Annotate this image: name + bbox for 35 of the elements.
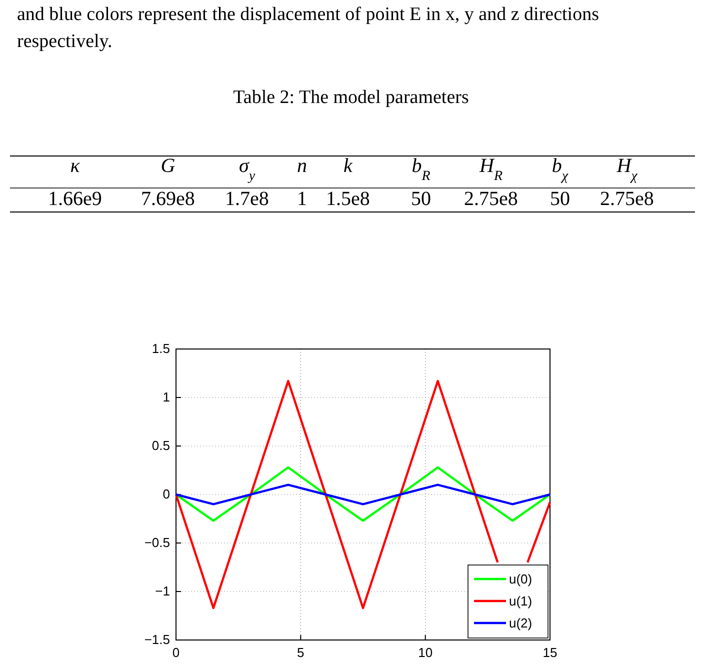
category-label: G	[160, 155, 176, 177]
text: 7.69e8	[141, 188, 195, 210]
text: respectively.	[17, 31, 112, 52]
y-tick-label: −1	[155, 584, 170, 599]
text: 1	[297, 188, 307, 210]
y-tick-label: 1	[162, 390, 170, 405]
text: 1.5e8	[326, 188, 370, 210]
y-tick-label: 1.5	[152, 341, 170, 356]
legend-label: u(0)	[509, 572, 532, 586]
text: and blue colors represent the displacement of point E in x, y and z directions	[17, 4, 599, 25]
text: 50	[550, 188, 570, 210]
category-label: k	[344, 155, 354, 177]
y-tick-label: −1.5	[144, 632, 170, 648]
x-tick-label: 5	[297, 645, 304, 660]
text: 50	[411, 188, 431, 210]
legend-label: u(1)	[509, 594, 532, 608]
category-label: κ	[70, 155, 80, 177]
legend-label: u(2)	[509, 616, 532, 630]
category-label: H$_{χ}$	[616, 155, 638, 184]
y-tick-label: 0.5	[152, 438, 170, 454]
y-tick-label: −0.5	[144, 535, 170, 550]
y-tick-label: 0	[162, 486, 170, 502]
text: 1.66e9	[48, 188, 102, 210]
category-label: b$_{R}$	[412, 155, 431, 184]
category-label: b$_{χ}$	[552, 155, 569, 184]
category-label: σ$_{y}$	[238, 155, 256, 184]
text: 1.7e8	[225, 188, 269, 210]
category-label: H$_{R}$	[478, 155, 503, 184]
text: Table 2: The model parameters	[233, 87, 469, 108]
x-tick-label: 0	[172, 645, 180, 660]
text: 2.75e8	[464, 188, 518, 210]
x-tick-label: 10	[418, 645, 433, 660]
category-label: n	[297, 155, 307, 177]
text: 2.75e8	[600, 188, 654, 210]
x-tick-label: 15	[542, 645, 558, 660]
